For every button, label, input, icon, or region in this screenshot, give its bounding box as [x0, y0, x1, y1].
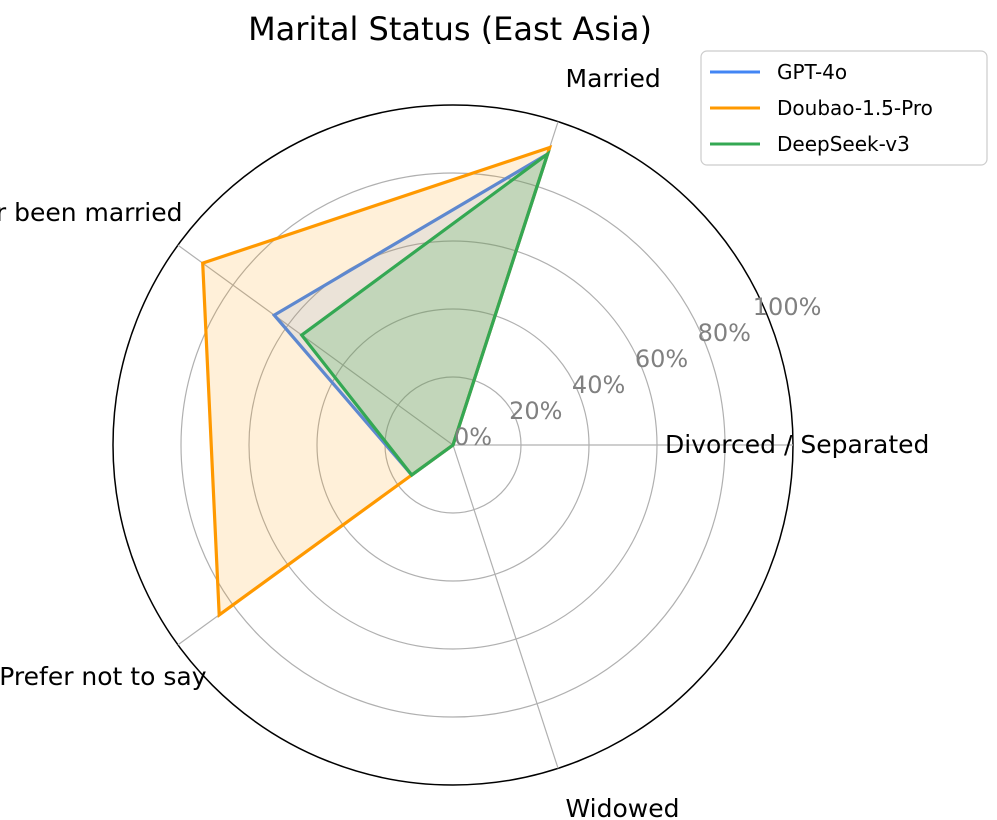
category-labels: Divorced / Separated Married Never been ma…: [0, 64, 929, 820]
series-area: [274, 154, 548, 475]
category-label: Prefer not to say: [0, 662, 207, 691]
category-label: Married: [566, 64, 661, 93]
series-area: [202, 147, 550, 615]
chart-title: Marital Status (East Asia): [248, 10, 652, 48]
radar-spoke: [177, 244, 454, 446]
category-label: Never been married: [0, 198, 183, 227]
series-line: [299, 149, 551, 478]
legend-label: DeepSeek-v3: [777, 132, 910, 156]
series-layer: [201, 144, 553, 618]
legend: GPT-4o Doubao-1.5-Pro DeepSeek-v3: [700, 50, 988, 166]
radar-spoke: [452, 444, 559, 769]
radial-tick-label: 20%: [509, 397, 562, 425]
radial-tick-label: 60%: [635, 345, 688, 373]
series-area: [301, 154, 548, 475]
category-label: Divorced / Separated: [665, 430, 929, 459]
radial-tick-label: 40%: [572, 371, 625, 399]
legend-frame: [700, 50, 988, 166]
radial-tick-label: 100%: [753, 293, 822, 321]
category-label: Widowed: [566, 794, 680, 820]
radial-tick-label: 0%: [454, 423, 492, 451]
radial-tick-label: 80%: [698, 319, 751, 347]
radial-tick-labels: 0% 20% 40% 60% 80%100%: [454, 293, 821, 451]
legend-label: GPT-4o: [777, 60, 847, 84]
legend-label: Doubao-1.5-Pro: [777, 96, 933, 120]
